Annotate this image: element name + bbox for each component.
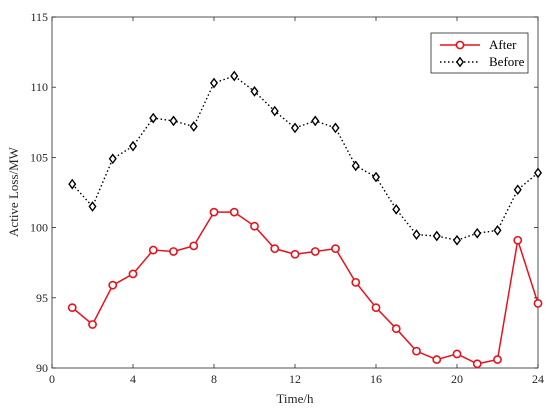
data-point xyxy=(189,121,198,132)
legend-marker-after xyxy=(455,40,465,50)
data-point xyxy=(432,355,442,364)
data-point xyxy=(432,230,441,242)
data-point xyxy=(108,280,118,290)
data-point xyxy=(310,247,320,256)
data-point xyxy=(351,160,360,172)
data-point xyxy=(88,320,97,329)
y-tick-label: 105 xyxy=(30,150,48,164)
data-point xyxy=(209,207,219,217)
data-point xyxy=(311,115,320,127)
data-point xyxy=(392,203,401,215)
data-point xyxy=(169,115,178,127)
data-point xyxy=(270,105,279,117)
data-point xyxy=(452,349,462,359)
data-point xyxy=(331,244,340,254)
data-point xyxy=(68,178,77,190)
legend-label-before: Before xyxy=(489,54,525,69)
plot-area xyxy=(51,16,539,369)
axis-ticks: 0 4 8 12 16 20 24 90 95 100 105 110 115 xyxy=(30,10,544,386)
data-point xyxy=(472,359,482,369)
data-point xyxy=(493,355,502,364)
y-tick-label: 100 xyxy=(30,221,48,235)
data-point xyxy=(128,140,138,152)
series-before xyxy=(68,70,543,246)
legend: After Before xyxy=(430,32,529,74)
data-point xyxy=(169,247,178,256)
data-point xyxy=(88,201,97,212)
series-layer xyxy=(67,70,543,369)
data-point xyxy=(331,122,340,134)
y-tick-label: 110 xyxy=(30,80,48,94)
x-axis-label: Time/h xyxy=(276,391,314,406)
data-point xyxy=(371,171,381,183)
y-axis-label: Active Loss/MW xyxy=(6,146,21,237)
data-point xyxy=(128,269,138,279)
data-point xyxy=(412,346,421,356)
x-tick-label: 4 xyxy=(130,372,136,386)
data-point xyxy=(533,299,543,308)
x-tick-label: 12 xyxy=(289,372,301,386)
x-tick-label: 0 xyxy=(49,372,55,386)
data-point xyxy=(250,221,259,231)
data-point xyxy=(229,207,239,217)
data-point xyxy=(290,249,300,259)
data-point xyxy=(270,244,280,254)
x-tick-label: 16 xyxy=(370,372,382,386)
data-point xyxy=(391,324,401,334)
x-tick-label: 24 xyxy=(532,372,544,386)
data-point xyxy=(513,184,522,196)
data-point xyxy=(493,225,502,236)
x-tick-label: 8 xyxy=(211,372,217,386)
legend-items xyxy=(440,40,480,68)
y-tick-label: 115 xyxy=(30,10,48,24)
data-point xyxy=(412,229,421,240)
data-point xyxy=(371,303,381,313)
data-point xyxy=(351,277,361,287)
data-point xyxy=(209,77,219,89)
data-point xyxy=(108,153,117,165)
data-point xyxy=(149,112,158,124)
y-tick-label: 90 xyxy=(36,361,48,375)
legend-box xyxy=(430,32,529,74)
data-point xyxy=(148,245,158,255)
data-point xyxy=(230,70,239,82)
data-point xyxy=(473,227,482,239)
y-tick-label: 95 xyxy=(36,291,48,305)
series-after xyxy=(67,207,543,369)
legend-label-after: After xyxy=(489,37,517,52)
data-point xyxy=(67,303,77,313)
legend-marker-before xyxy=(455,56,465,68)
data-point xyxy=(250,86,259,97)
data-point xyxy=(533,167,543,179)
data-point xyxy=(290,122,300,134)
data-point xyxy=(452,234,462,246)
data-point xyxy=(513,235,523,245)
x-tick-label: 20 xyxy=(451,372,463,386)
data-point xyxy=(189,241,199,251)
